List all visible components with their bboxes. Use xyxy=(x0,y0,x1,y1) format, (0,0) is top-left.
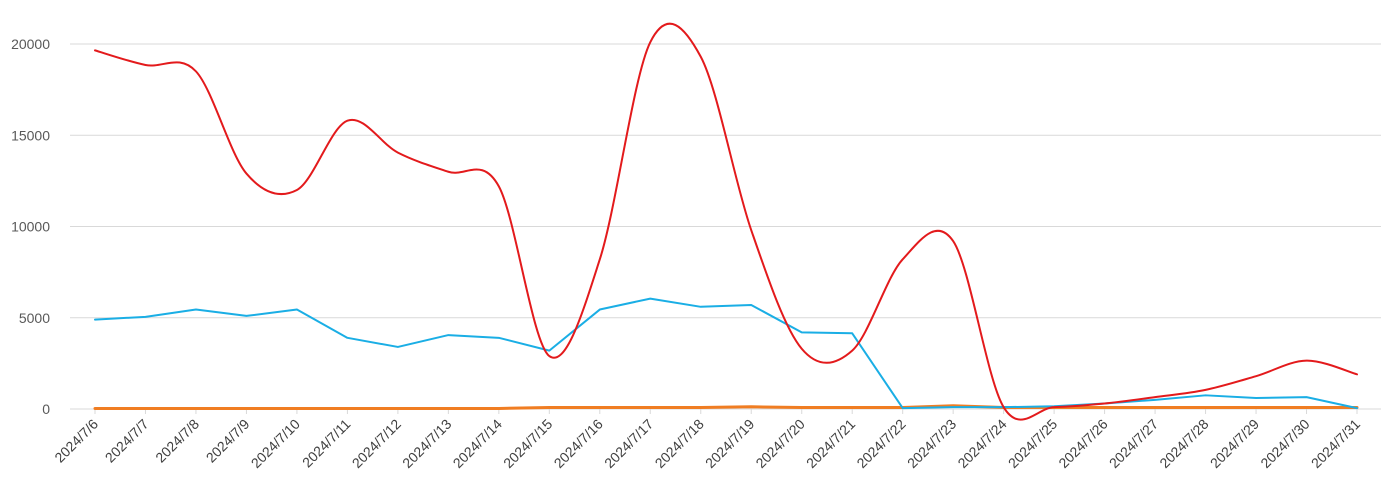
x-tick-label: 2024/7/22 xyxy=(853,416,909,472)
x-tick-label: 2024/7/8 xyxy=(152,416,202,466)
series-line-1 xyxy=(94,22,1358,421)
y-tick-label: 15000 xyxy=(11,127,50,143)
y-axis-ticks: 0 5000 10000 15000 20000 xyxy=(11,36,50,417)
y-tick-label: 0 xyxy=(42,401,50,417)
gridlines xyxy=(70,43,1381,410)
x-tick-label: 2024/7/10 xyxy=(248,416,304,472)
x-tick-label: 2024/7/30 xyxy=(1257,416,1313,472)
series-line-3 xyxy=(93,404,1359,410)
x-tick-label: 2024/7/24 xyxy=(954,416,1010,472)
x-tick-label: 2024/7/21 xyxy=(803,416,859,472)
x-tick-label: 2024/7/28 xyxy=(1156,416,1212,472)
x-tick-label: 2024/7/13 xyxy=(399,416,455,472)
y-tick-label: 5000 xyxy=(19,310,50,326)
x-tick-label: 2024/7/15 xyxy=(500,416,556,472)
x-tick-label: 2024/7/11 xyxy=(299,416,354,471)
x-tick-label: 2024/7/17 xyxy=(601,416,657,472)
x-tick-label: 2024/7/9 xyxy=(203,416,253,466)
series-line-2 xyxy=(94,297,1358,410)
x-tick-label: 2024/7/29 xyxy=(1207,416,1263,472)
x-tick-label: 2024/7/27 xyxy=(1106,416,1162,472)
x-axis-ticks: 2024/7/6 2024/7/7 2024/7/8 2024/7/92024/7/1… xyxy=(51,409,1363,471)
x-tick-label: 2024/7/26 xyxy=(1055,416,1111,472)
x-tick-label: 2024/7/7 xyxy=(102,416,152,466)
x-tick-label: 2024/7/23 xyxy=(904,416,960,472)
x-tick-label: 2024/7/16 xyxy=(551,416,607,472)
series-lines xyxy=(93,22,1359,421)
x-tick-label: 2024/7/12 xyxy=(349,416,405,472)
x-tick-label: 2024/7/20 xyxy=(752,416,808,472)
x-tick-label: 2024/7/14 xyxy=(450,416,506,472)
x-tick-label: 2024/7/25 xyxy=(1005,416,1061,472)
y-tick-label: 20000 xyxy=(11,36,50,52)
x-tick-label: 2024/7/6 xyxy=(51,416,101,466)
y-tick-label: 10000 xyxy=(11,219,50,235)
x-tick-label: 2024/7/18 xyxy=(652,416,708,472)
x-tick-label: 2024/7/19 xyxy=(702,416,758,472)
x-tick-label: 2024/7/31 xyxy=(1308,416,1364,472)
